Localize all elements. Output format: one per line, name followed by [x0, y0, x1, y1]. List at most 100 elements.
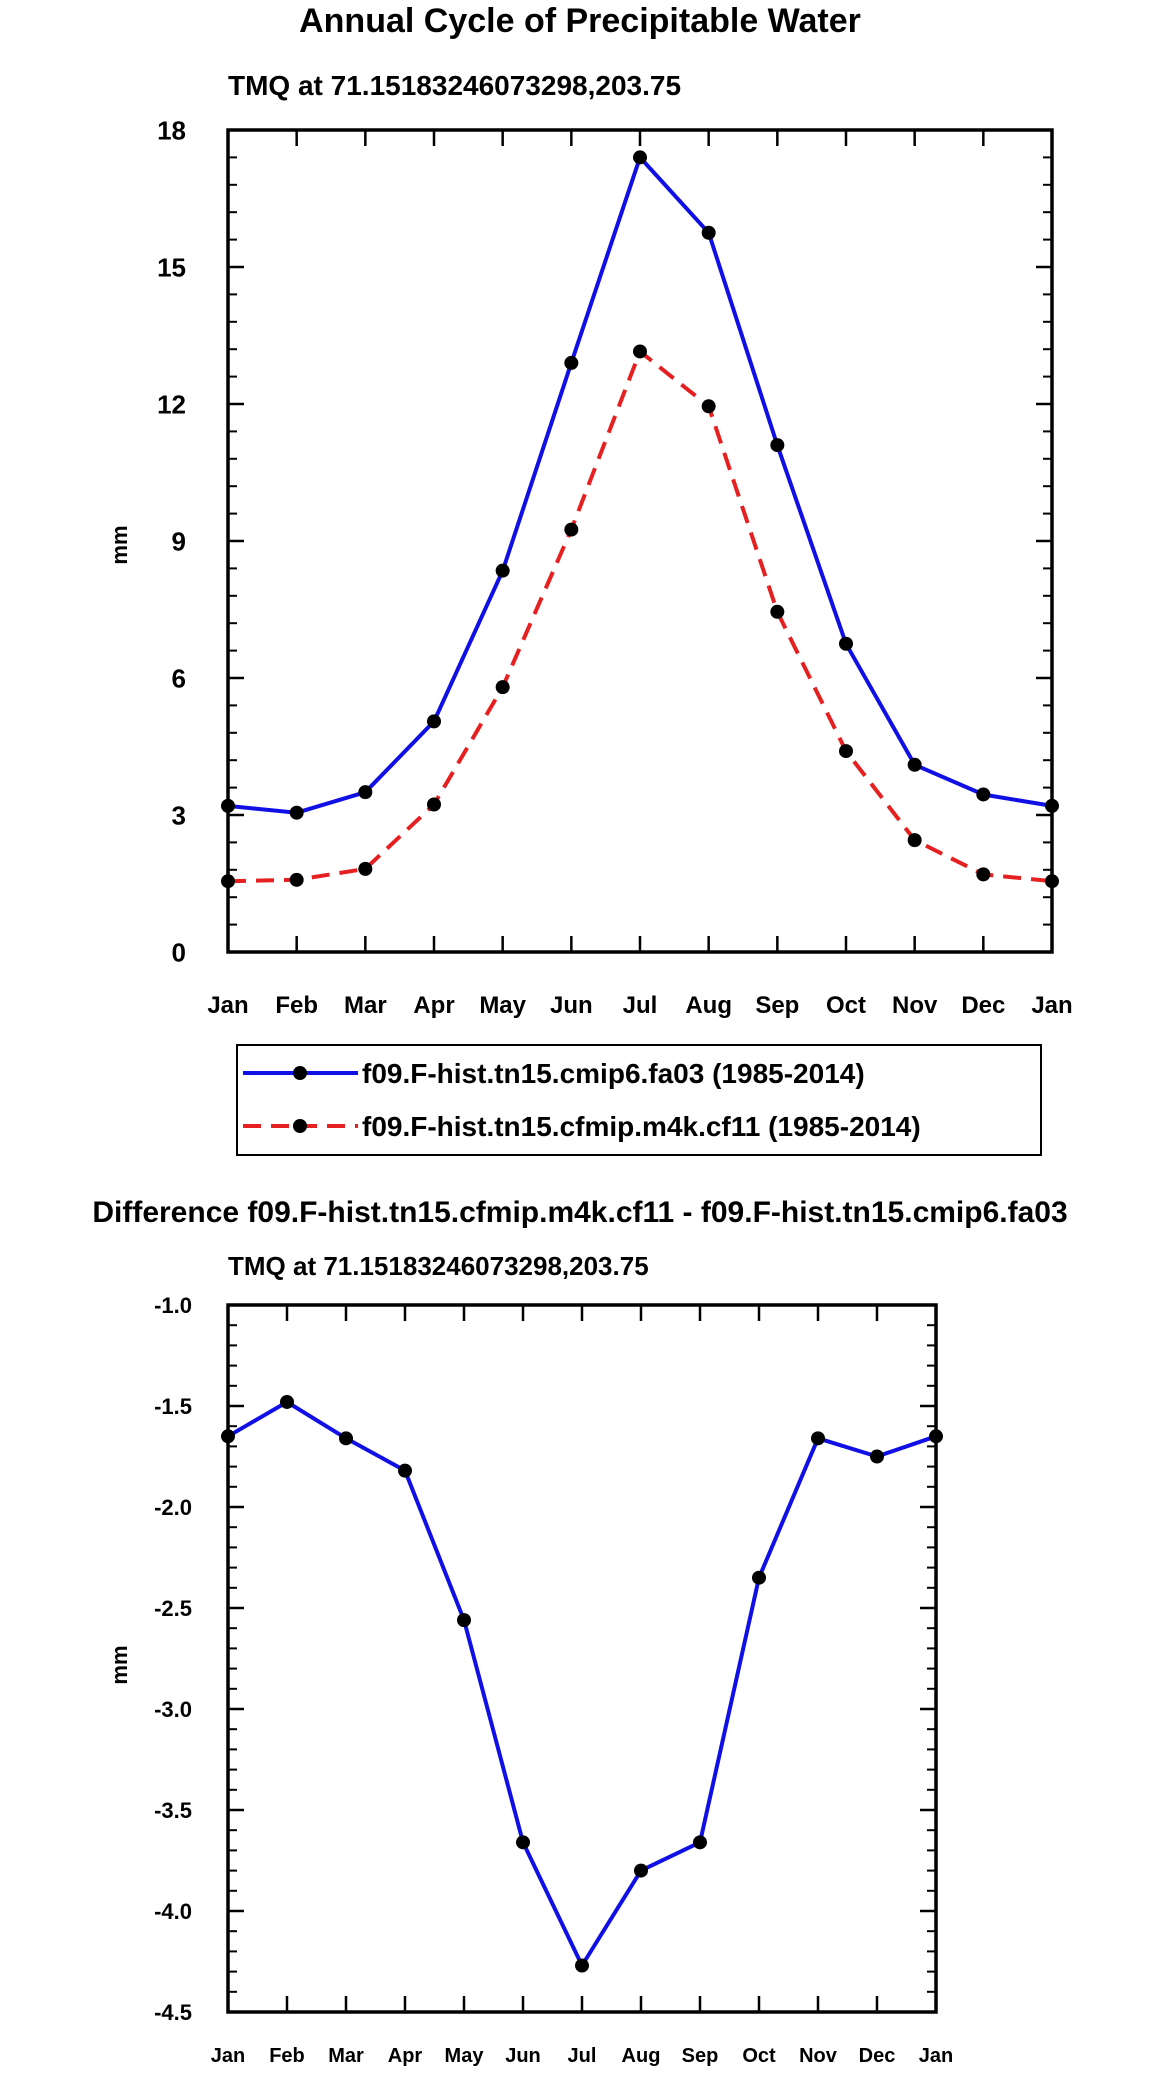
y-tick-label: -1.0: [154, 1293, 192, 1318]
y-tick-label: -3.0: [154, 1697, 192, 1722]
chart-1-series: [221, 150, 1059, 889]
data-point: [701, 399, 716, 414]
chart-1: Annual Cycle of Precipitable Water TMQ a…: [107, 2, 1073, 1156]
data-point: [634, 1863, 648, 1878]
data-point: [976, 787, 991, 802]
y-tick-label: 6: [172, 663, 186, 693]
data-point: [976, 867, 991, 882]
data-point: [770, 438, 785, 453]
data-point: [575, 1958, 589, 1973]
legend-label-2: f09.F-hist.tn15.cfmip.m4k.cf11 (1985-201…: [362, 1111, 921, 1142]
data-point: [289, 805, 304, 820]
chart-2-series: [221, 1394, 943, 1973]
chart-1-plot-frame: [226, 128, 1054, 954]
x-tick-label: Jan: [1031, 992, 1072, 1019]
chart-2-ticks: [226, 1303, 938, 2014]
data-point: [280, 1394, 294, 1409]
data-point: [870, 1449, 884, 1464]
data-point: [289, 872, 304, 887]
data-point: [811, 1431, 825, 1446]
chart-2-subtitle: TMQ at 71.15183246073298,203.75: [228, 1251, 649, 1281]
legend-swatch-marker-2: [293, 1119, 307, 1133]
x-tick-label: Sep: [755, 992, 799, 1019]
x-tick-label: Dec: [859, 2045, 896, 2067]
x-tick-label: Apr: [413, 992, 454, 1019]
x-tick-label: Jun: [505, 2045, 541, 2067]
data-point: [839, 744, 853, 759]
y-tick-label: -4.5: [154, 2000, 192, 2025]
data-point: [427, 714, 441, 729]
data-point: [358, 785, 373, 800]
x-tick-label: Aug: [685, 992, 732, 1019]
data-point: [633, 150, 647, 165]
data-point: [495, 680, 510, 695]
x-tick-label: May: [445, 2045, 485, 2067]
chart-1-legend: f09.F-hist.tn15.cmip6.fa03 (1985-2014) f…: [236, 1044, 1042, 1156]
chart-2-x-tick-labels: Jan Feb Mar Apr May Jun Jul Aug Sep Oct Nov Dec Jan: [211, 2045, 953, 2067]
legend-swatch-marker-1: [293, 1066, 307, 1080]
data-point: [564, 355, 579, 370]
x-tick-label: Jan: [207, 992, 248, 1019]
legend-label-1: f09.F-hist.tn15.cmip6.fa03 (1985-2014): [362, 1058, 865, 1089]
x-tick-label: May: [479, 992, 526, 1019]
data-point: [495, 563, 510, 578]
y-tick-label: -4.0: [154, 1899, 192, 1924]
chart-2-title: Difference f09.F-hist.tn15.cfmip.m4k.cf1…: [92, 1196, 1067, 1229]
series-line-1: [227, 155, 1053, 815]
x-tick-label: Jul: [568, 2045, 597, 2067]
x-tick-label: Mar: [328, 2045, 364, 2067]
data-point: [839, 636, 853, 651]
x-tick-label: Nov: [799, 2045, 838, 2067]
x-tick-label: Jan: [211, 2045, 245, 2067]
data-point: [339, 1431, 353, 1446]
y-tick-label: 0: [172, 937, 186, 967]
y-tick-label: 12: [157, 389, 186, 419]
series-line-1: [226, 1400, 937, 1968]
y-tick-label: -3.5: [154, 1798, 192, 1823]
data-point: [701, 225, 716, 240]
y-tick-label: -2.5: [154, 1596, 192, 1621]
x-tick-label: Oct: [742, 2045, 776, 2067]
chart-2: Difference f09.F-hist.tn15.cfmip.m4k.cf1…: [92, 1196, 1067, 2067]
data-point: [633, 344, 647, 359]
data-point: [358, 861, 373, 876]
x-tick-label: Oct: [826, 992, 866, 1019]
x-tick-label: Mar: [344, 992, 387, 1019]
chart-1-ticks: [226, 128, 1054, 954]
data-point: [516, 1835, 530, 1850]
x-tick-label: Jul: [623, 992, 658, 1019]
chart-1-x-tick-labels: Jan Feb Mar Apr May Jun Jul Aug Sep Oct Nov Dec Jan: [207, 992, 1072, 1019]
y-tick-label: 3: [172, 800, 186, 830]
legend-item-1: f09.F-hist.tn15.cmip6.fa03 (1985-2014): [243, 1058, 865, 1089]
chart-2-plot-frame: [226, 1303, 938, 2014]
data-point: [752, 1570, 766, 1585]
data-point: [693, 1835, 707, 1850]
x-tick-label: Dec: [961, 992, 1005, 1019]
data-point: [457, 1613, 471, 1628]
x-tick-label: Aug: [622, 2045, 661, 2067]
legend-box: [236, 1044, 1042, 1156]
y-tick-label: -2.0: [154, 1495, 192, 1520]
data-point: [907, 757, 922, 772]
data-point: [564, 522, 579, 537]
x-tick-label: Jan: [919, 2045, 953, 2067]
x-tick-label: Nov: [892, 992, 938, 1019]
chart-2-y-tick-labels: -4.5 -4.0 -3.5 -3.0 -2.5 -2.0 -1.5 -1.0: [154, 1293, 192, 2025]
chart-1-y-tick-labels: 0 3 6 9 12 15 18: [157, 115, 186, 967]
data-point: [770, 604, 785, 619]
chart-1-title: Annual Cycle of Precipitable Water: [299, 2, 861, 40]
y-tick-label: 18: [157, 115, 186, 145]
x-tick-label: Apr: [388, 2045, 423, 2067]
x-tick-label: Feb: [269, 2045, 305, 2067]
y-tick-label: 9: [172, 526, 186, 556]
y-tick-label: 15: [157, 252, 186, 282]
x-tick-label: Jun: [550, 992, 593, 1019]
data-point: [398, 1463, 412, 1478]
chart-1-y-axis-label: mm: [107, 525, 132, 564]
series-line-2: [227, 349, 1053, 884]
y-tick-label: -1.5: [154, 1394, 192, 1419]
x-tick-label: Sep: [682, 2045, 719, 2067]
data-point: [427, 797, 441, 812]
chart-1-subtitle: TMQ at 71.15183246073298,203.75: [228, 70, 681, 101]
